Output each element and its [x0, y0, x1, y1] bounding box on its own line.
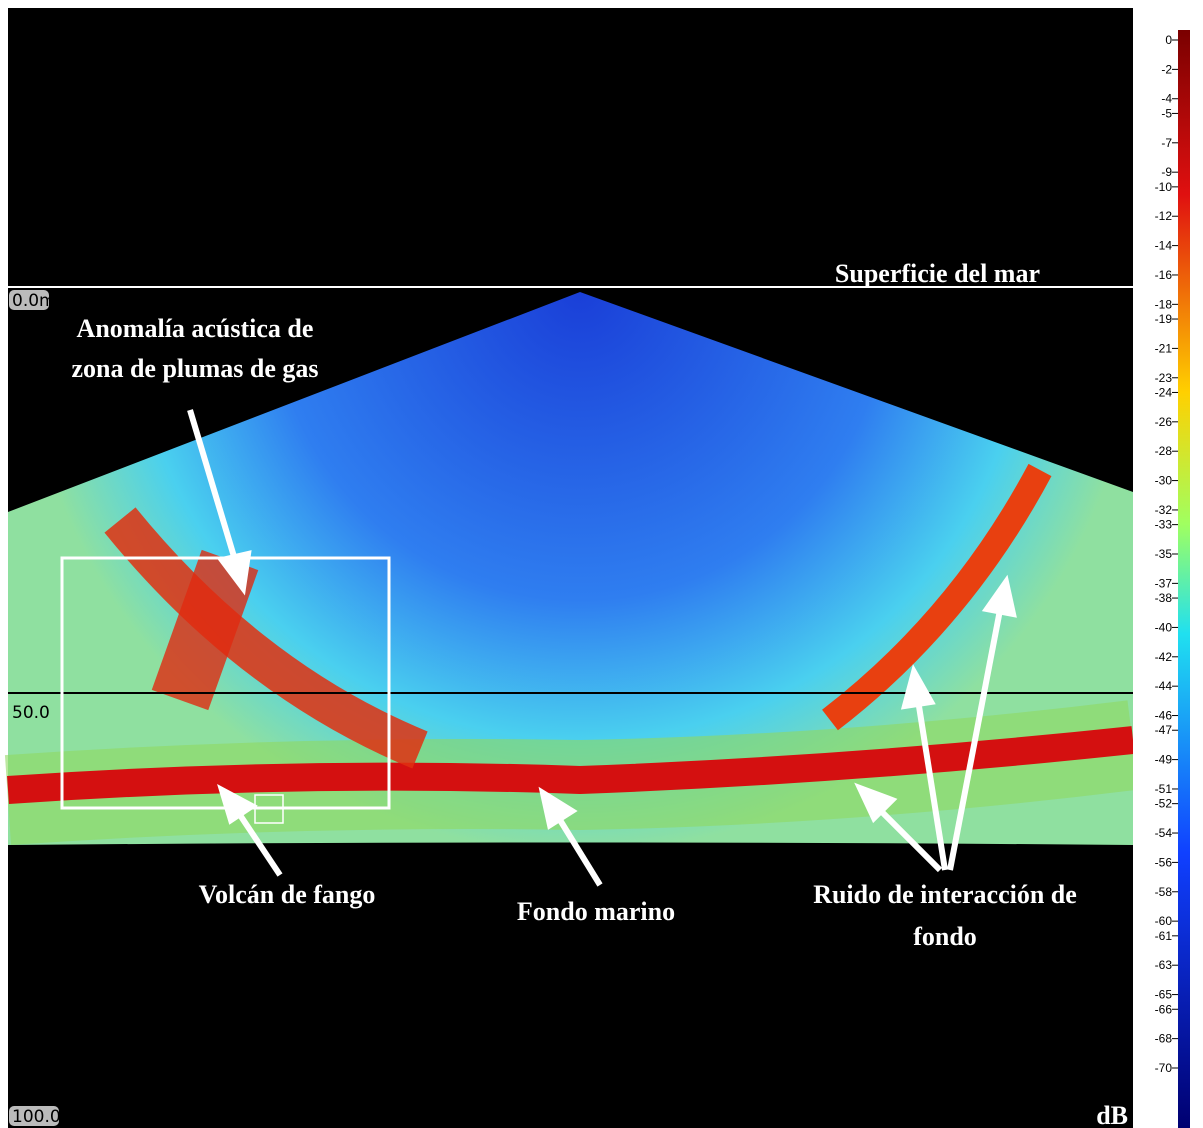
colorbar-tick-label: -42: [1155, 650, 1173, 664]
colorbar-tick-label: -9: [1161, 165, 1172, 179]
colorbar-tick-label: -24: [1155, 385, 1173, 399]
colorbar-tick-label: -52: [1155, 797, 1173, 811]
annotation: Ruido de interacción de: [813, 880, 1077, 909]
arrows: [187, 409, 1017, 887]
colorbar-tick-label: -68: [1155, 1032, 1173, 1046]
colorbar-tick-label: -40: [1155, 620, 1173, 634]
annotation: Volcán de fango: [199, 880, 376, 909]
depth-label: 0.0m: [12, 291, 56, 311]
colorbar-tick-label: -21: [1155, 341, 1173, 355]
depth-label: 50.0: [12, 703, 50, 723]
colorbar-tick-label: -49: [1155, 753, 1173, 767]
annotation: Fondo marino: [517, 897, 675, 926]
colorbar-tick-label: -28: [1155, 444, 1173, 458]
colorbar-tick-label: 0: [1165, 33, 1172, 47]
label-bg: [9, 290, 49, 310]
colorbar-tick-label: -61: [1155, 929, 1173, 943]
colorbar-tick-label: -51: [1155, 782, 1173, 796]
annotation: zona de plumas de gas: [71, 354, 318, 383]
colorbar-panel: [1133, 0, 1203, 1128]
colorbar-tick-label: -33: [1155, 518, 1173, 532]
colorbar-tick-label: -66: [1155, 1002, 1173, 1016]
colorbar-tick-label: -32: [1155, 503, 1173, 517]
label-bg: [9, 1106, 59, 1126]
colorbar-tick-label: -14: [1155, 239, 1173, 253]
colorbar-tick-label: -12: [1155, 209, 1173, 223]
annotation: fondo: [913, 922, 977, 951]
colorbar-tick-label: -4: [1161, 92, 1172, 106]
colorbar-tick-label: -65: [1155, 988, 1173, 1002]
colorbar-tick-label: -56: [1155, 855, 1173, 869]
colorbar-tick-label: -35: [1155, 547, 1173, 561]
colorbar-tick-label: -37: [1155, 576, 1173, 590]
annotation: Anomalía acústica de: [77, 314, 314, 343]
colorbar-tick-label: -63: [1155, 958, 1173, 972]
colorbar-tick-label: -5: [1161, 106, 1172, 120]
colorbar-tick-label: -2: [1161, 62, 1172, 76]
arc-left: [104, 507, 428, 769]
plume: [151, 549, 259, 711]
depth-label: 100.0: [12, 1107, 61, 1127]
colorbar-tick-label: -16: [1155, 268, 1173, 282]
colorbar-tick-label: -30: [1155, 474, 1173, 488]
colorbar-tick-label: -44: [1155, 679, 1173, 693]
colorbar-unit: dB: [1096, 1101, 1128, 1128]
colorbar-tick-label: -47: [1155, 723, 1173, 737]
colorbar-tick-label: -10: [1155, 180, 1173, 194]
small-box: [254, 794, 284, 824]
colorbar-tick-label: -38: [1155, 591, 1173, 605]
title: Superficie del mar: [835, 259, 1040, 288]
colorbar-tick-label: -58: [1155, 885, 1173, 899]
colorbar-tick-label: -7: [1161, 136, 1172, 150]
colorbar-tick-label: -18: [1155, 297, 1173, 311]
colorbar-tick-label: -19: [1155, 312, 1173, 326]
colorbar-tick-label: -23: [1155, 371, 1173, 385]
colorbar-tick-label: -54: [1155, 826, 1173, 840]
seabed: [7, 726, 1135, 804]
colorbar-tick-label: -26: [1155, 415, 1173, 429]
colorbar-tick-label: -60: [1155, 914, 1173, 928]
colorbar: [1178, 30, 1190, 1128]
colorbar-tick-label: -70: [1155, 1061, 1173, 1075]
colorbar-tick-label: -46: [1155, 709, 1173, 723]
